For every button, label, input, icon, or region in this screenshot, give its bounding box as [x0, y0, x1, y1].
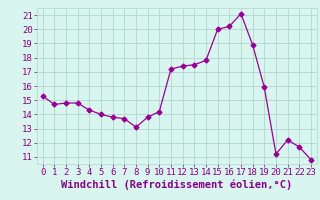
X-axis label: Windchill (Refroidissement éolien,°C): Windchill (Refroidissement éolien,°C): [61, 180, 292, 190]
